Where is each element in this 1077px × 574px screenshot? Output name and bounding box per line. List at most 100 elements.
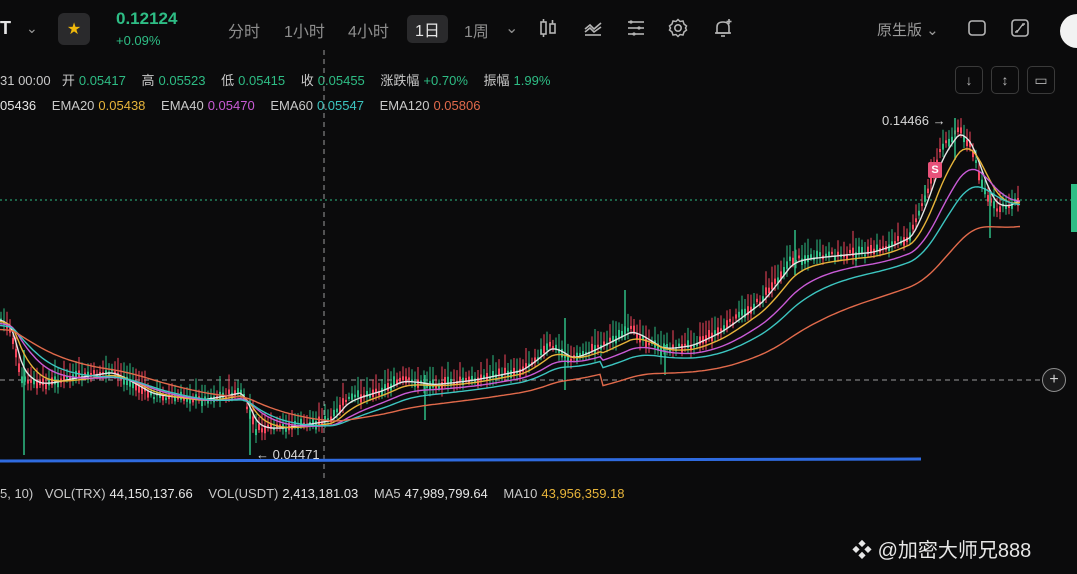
expand-icon[interactable]: ▭ <box>1027 66 1055 94</box>
candle-body <box>255 429 257 436</box>
candle-body <box>384 384 386 391</box>
top-toolbar: T ⌄ ★ 0.12124 +0.09% 分时 1小时 4小时 1日 1周 ⌄ <box>0 0 1077 60</box>
candle-body <box>234 390 236 396</box>
arrow-down-icon[interactable]: ↓ <box>955 66 983 94</box>
candle-body <box>819 252 821 257</box>
candle-body <box>771 282 773 290</box>
candle-body <box>492 371 494 378</box>
candle-body <box>996 208 998 212</box>
candle-body <box>225 395 227 400</box>
candle-body <box>633 325 635 333</box>
add-order-plus-icon[interactable]: + <box>1042 368 1066 392</box>
watermark: ❖ @加密大师兄888 <box>852 534 1031 563</box>
candle-body <box>528 363 530 366</box>
candle-body <box>378 391 380 396</box>
window-icon[interactable] <box>966 17 988 39</box>
ma5-value: 47,989,799.64 <box>404 486 488 501</box>
collapse-icon[interactable]: ↕ <box>991 66 1019 94</box>
ema40-value: 0.05470 <box>207 98 255 113</box>
candle-body <box>525 363 527 369</box>
candle-body <box>897 236 899 242</box>
candle-body <box>561 348 563 358</box>
alert-bell-icon[interactable] <box>712 17 734 39</box>
candle-body <box>30 380 32 383</box>
avatar-button[interactable] <box>1060 14 1077 48</box>
candle-body <box>708 330 710 338</box>
candle-body <box>165 397 167 401</box>
candle-body <box>141 385 143 394</box>
candle-body <box>129 379 131 387</box>
candle-body <box>336 408 338 413</box>
candle-body <box>891 241 893 246</box>
candle-body <box>207 399 209 404</box>
candle-body <box>858 246 860 255</box>
candle-body <box>51 377 53 385</box>
candle-body <box>825 253 827 258</box>
candle-body <box>699 336 701 345</box>
timeframe-more-chevron-icon[interactable]: ⌄ <box>505 20 519 37</box>
candle-body <box>126 376 128 386</box>
tab-timeframe-fenshi[interactable]: 分时 <box>228 24 261 41</box>
candle-body <box>252 416 254 425</box>
candle-body <box>795 260 797 263</box>
fullscreen-icon[interactable] <box>1009 17 1031 39</box>
candle-type-icon[interactable] <box>537 17 559 39</box>
candle-body <box>720 328 722 332</box>
symbol-label[interactable]: T <box>0 18 11 38</box>
candle-body <box>945 140 947 144</box>
ema20-label: EMA20 <box>51 98 95 113</box>
favorite-star-icon[interactable]: ★ <box>58 13 90 45</box>
candle-body <box>684 343 686 346</box>
candle-body <box>558 348 560 353</box>
watermark-logo-icon: ❖ <box>852 540 872 562</box>
candle-body <box>267 424 269 428</box>
candle-body <box>972 151 974 158</box>
candle-body <box>810 254 812 259</box>
ema120-label: EMA120 <box>379 98 430 113</box>
candle-body <box>438 384 440 389</box>
candle-body <box>489 376 491 380</box>
open-label: 开 <box>61 73 75 88</box>
ema120-value: 0.05806 <box>433 98 481 113</box>
low-label: 低 <box>221 73 235 88</box>
signal-badge[interactable]: S <box>928 162 942 178</box>
chevron-down-icon[interactable]: ⌄ <box>26 20 38 36</box>
candle-body <box>303 422 305 425</box>
candle-body <box>21 376 23 384</box>
candle-body <box>24 376 26 382</box>
candle-body <box>549 341 551 347</box>
candles-group <box>0 118 1019 455</box>
candle-body <box>435 385 437 389</box>
candle-body <box>1005 205 1007 209</box>
candle-body <box>228 389 230 394</box>
gear-icon[interactable] <box>667 17 689 39</box>
ema60-value: 0.05547 <box>316 98 364 113</box>
candle-body <box>90 372 92 377</box>
ema10-value: 05436 <box>0 98 37 113</box>
indicator-icon[interactable] <box>582 17 604 39</box>
ema20-value: 0.05438 <box>98 98 146 113</box>
candle-body <box>783 267 785 276</box>
candle-body <box>105 370 107 375</box>
candle-body <box>396 379 398 385</box>
candle-body <box>780 271 782 279</box>
candle-body <box>468 376 470 383</box>
view-mode-select[interactable]: 原生版 ⌄ <box>877 22 939 39</box>
candle-body <box>645 338 647 348</box>
tab-timeframe-1h[interactable]: 1小时 <box>284 24 325 41</box>
candle-body <box>657 343 659 351</box>
candlestick-chart[interactable] <box>0 0 1077 480</box>
tab-timeframe-1d[interactable]: 1日 <box>407 15 448 43</box>
candle-body <box>942 143 944 150</box>
candle-body <box>627 327 629 332</box>
tab-timeframe-4h[interactable]: 4小时 <box>348 24 389 41</box>
candle-body <box>555 344 557 350</box>
candle-body <box>36 380 38 389</box>
candle-body <box>579 353 581 357</box>
candle-body <box>723 325 725 332</box>
candle-body <box>147 390 149 398</box>
candle-body <box>570 358 572 362</box>
drawing-list-icon[interactable] <box>625 17 647 39</box>
tab-timeframe-1w[interactable]: 1周 <box>464 24 489 41</box>
candle-body <box>726 320 728 329</box>
